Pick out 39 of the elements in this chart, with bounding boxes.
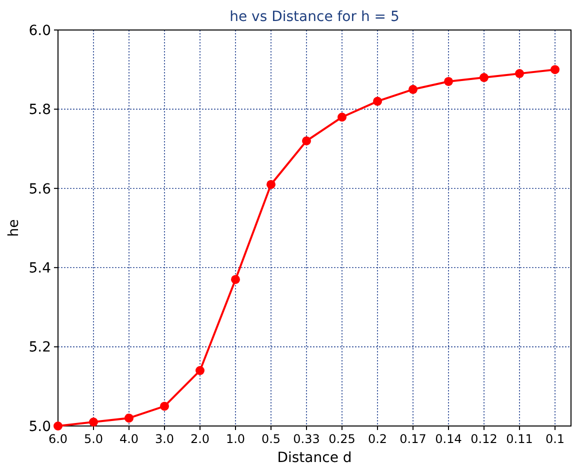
x-tick-label: 3.0 bbox=[154, 432, 174, 446]
x-tick-label: 0.14 bbox=[435, 432, 462, 446]
y-tick-label: 5.0 bbox=[28, 418, 51, 435]
y-tick-label: 5.8 bbox=[28, 102, 51, 118]
point bbox=[338, 112, 347, 122]
point bbox=[550, 65, 560, 74]
point bbox=[54, 422, 62, 430]
x-tick-label: 0.25 bbox=[328, 432, 356, 446]
x-tick-label: 0.17 bbox=[400, 432, 426, 446]
y-tick-label: 5.2 bbox=[28, 340, 51, 356]
point bbox=[515, 69, 524, 78]
x-tick-label: 1.0 bbox=[226, 432, 246, 446]
point bbox=[408, 84, 418, 94]
y-tick-label: 5.4 bbox=[28, 260, 52, 276]
x-tick-label: 0.12 bbox=[470, 432, 498, 446]
x-tick-label: 2.0 bbox=[190, 432, 210, 446]
point bbox=[373, 96, 382, 106]
x-tick-label: 0.1 bbox=[545, 432, 565, 446]
chart-title: he vs Distance for h = 5 bbox=[230, 9, 400, 25]
point bbox=[89, 418, 98, 427]
point bbox=[480, 73, 489, 82]
x-tick-label: 6.0 bbox=[48, 432, 68, 446]
point bbox=[124, 414, 134, 423]
x-tick-label: 0.2 bbox=[368, 432, 388, 446]
y-axis-title: he bbox=[6, 219, 22, 237]
y-tick-label: 5.6 bbox=[28, 181, 52, 198]
point bbox=[196, 366, 205, 376]
y-tick-label: 6.0 bbox=[28, 22, 51, 39]
x-axis-title: Distance d bbox=[277, 450, 352, 466]
x-tick-label: 0.11 bbox=[506, 432, 533, 446]
x-tick-label: 5.0 bbox=[84, 432, 104, 446]
point bbox=[302, 136, 312, 146]
x-tick-label: 4.0 bbox=[119, 432, 139, 446]
point bbox=[266, 180, 276, 189]
point bbox=[231, 274, 240, 284]
point bbox=[160, 402, 170, 411]
point bbox=[444, 76, 454, 86]
x-tick-label: 0.33 bbox=[293, 432, 320, 446]
x-tick-label: 0.5 bbox=[261, 432, 281, 446]
